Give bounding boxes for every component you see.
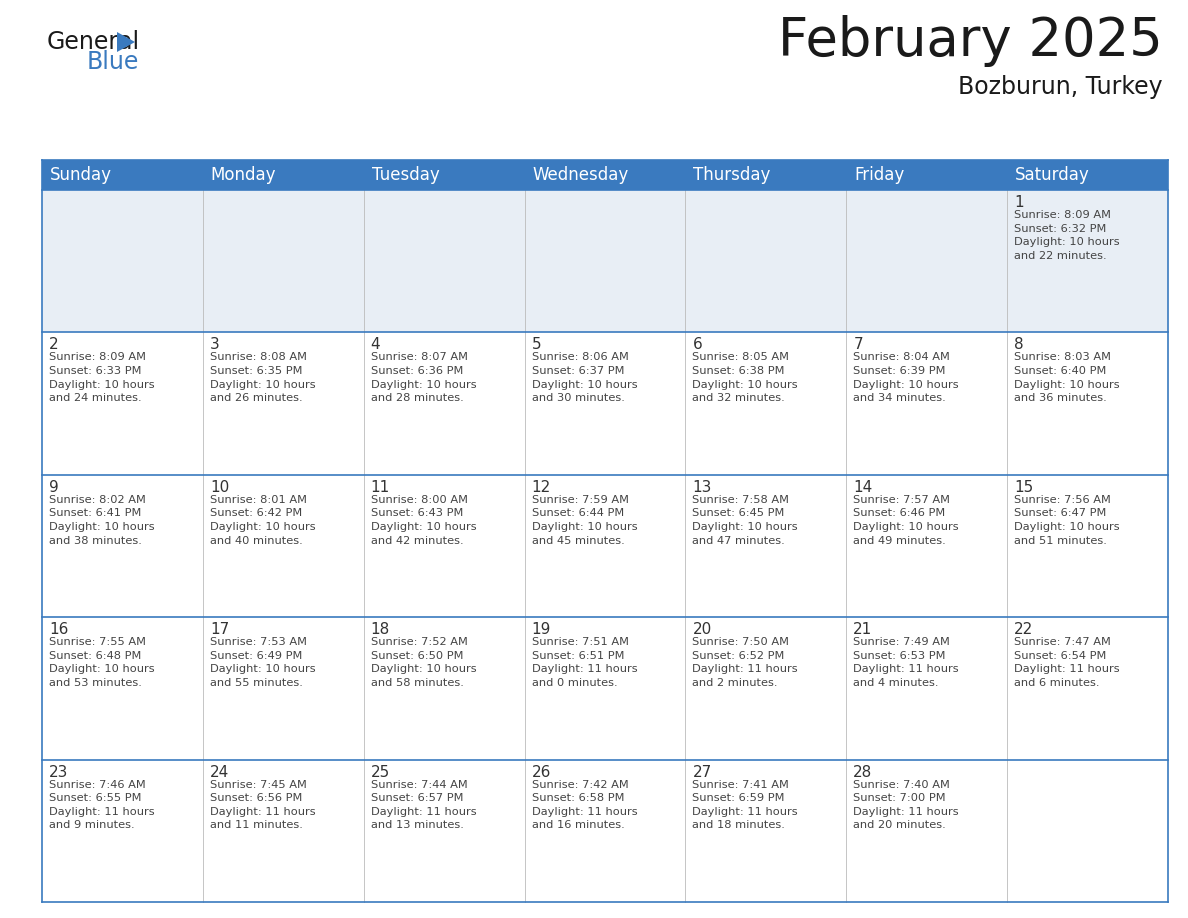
Text: Sunrise: 8:07 AM
Sunset: 6:36 PM
Daylight: 10 hours
and 28 minutes.: Sunrise: 8:07 AM Sunset: 6:36 PM Dayligh… bbox=[371, 353, 476, 403]
Text: Sunrise: 7:40 AM
Sunset: 7:00 PM
Daylight: 11 hours
and 20 minutes.: Sunrise: 7:40 AM Sunset: 7:00 PM Dayligh… bbox=[853, 779, 959, 831]
Text: Thursday: Thursday bbox=[694, 166, 771, 184]
Text: Sunrise: 7:52 AM
Sunset: 6:50 PM
Daylight: 10 hours
and 58 minutes.: Sunrise: 7:52 AM Sunset: 6:50 PM Dayligh… bbox=[371, 637, 476, 688]
Text: Sunrise: 8:09 AM
Sunset: 6:32 PM
Daylight: 10 hours
and 22 minutes.: Sunrise: 8:09 AM Sunset: 6:32 PM Dayligh… bbox=[1015, 210, 1120, 261]
Text: Sunrise: 8:01 AM
Sunset: 6:42 PM
Daylight: 10 hours
and 40 minutes.: Sunrise: 8:01 AM Sunset: 6:42 PM Dayligh… bbox=[210, 495, 316, 545]
Text: 1: 1 bbox=[1015, 195, 1024, 210]
Text: 4: 4 bbox=[371, 338, 380, 353]
Text: 13: 13 bbox=[693, 480, 712, 495]
Text: Wednesday: Wednesday bbox=[532, 166, 628, 184]
Text: 15: 15 bbox=[1015, 480, 1034, 495]
Text: 20: 20 bbox=[693, 622, 712, 637]
Text: 10: 10 bbox=[210, 480, 229, 495]
Text: 23: 23 bbox=[49, 765, 69, 779]
Text: General: General bbox=[48, 30, 140, 54]
Text: Sunrise: 7:58 AM
Sunset: 6:45 PM
Daylight: 10 hours
and 47 minutes.: Sunrise: 7:58 AM Sunset: 6:45 PM Dayligh… bbox=[693, 495, 798, 545]
Text: Tuesday: Tuesday bbox=[372, 166, 440, 184]
Text: Friday: Friday bbox=[854, 166, 904, 184]
Polygon shape bbox=[116, 32, 135, 52]
Text: Sunrise: 8:05 AM
Sunset: 6:38 PM
Daylight: 10 hours
and 32 minutes.: Sunrise: 8:05 AM Sunset: 6:38 PM Dayligh… bbox=[693, 353, 798, 403]
Text: 16: 16 bbox=[49, 622, 69, 637]
Text: Sunrise: 7:49 AM
Sunset: 6:53 PM
Daylight: 11 hours
and 4 minutes.: Sunrise: 7:49 AM Sunset: 6:53 PM Dayligh… bbox=[853, 637, 959, 688]
Text: Sunrise: 7:42 AM
Sunset: 6:58 PM
Daylight: 11 hours
and 16 minutes.: Sunrise: 7:42 AM Sunset: 6:58 PM Dayligh… bbox=[531, 779, 637, 831]
Text: 3: 3 bbox=[210, 338, 220, 353]
Text: 9: 9 bbox=[49, 480, 58, 495]
Text: 5: 5 bbox=[531, 338, 542, 353]
Text: 28: 28 bbox=[853, 765, 872, 779]
Text: 21: 21 bbox=[853, 622, 872, 637]
Text: Sunrise: 7:56 AM
Sunset: 6:47 PM
Daylight: 10 hours
and 51 minutes.: Sunrise: 7:56 AM Sunset: 6:47 PM Dayligh… bbox=[1015, 495, 1120, 545]
Text: 25: 25 bbox=[371, 765, 390, 779]
Text: 18: 18 bbox=[371, 622, 390, 637]
Text: Sunrise: 7:51 AM
Sunset: 6:51 PM
Daylight: 11 hours
and 0 minutes.: Sunrise: 7:51 AM Sunset: 6:51 PM Dayligh… bbox=[531, 637, 637, 688]
Text: Blue: Blue bbox=[87, 50, 139, 74]
Text: Sunrise: 7:50 AM
Sunset: 6:52 PM
Daylight: 11 hours
and 2 minutes.: Sunrise: 7:50 AM Sunset: 6:52 PM Dayligh… bbox=[693, 637, 798, 688]
Text: Sunrise: 8:09 AM
Sunset: 6:33 PM
Daylight: 10 hours
and 24 minutes.: Sunrise: 8:09 AM Sunset: 6:33 PM Dayligh… bbox=[49, 353, 154, 403]
Text: 11: 11 bbox=[371, 480, 390, 495]
Text: 26: 26 bbox=[531, 765, 551, 779]
Text: Sunrise: 7:41 AM
Sunset: 6:59 PM
Daylight: 11 hours
and 18 minutes.: Sunrise: 7:41 AM Sunset: 6:59 PM Dayligh… bbox=[693, 779, 798, 831]
Text: Sunrise: 8:00 AM
Sunset: 6:43 PM
Daylight: 10 hours
and 42 minutes.: Sunrise: 8:00 AM Sunset: 6:43 PM Dayligh… bbox=[371, 495, 476, 545]
Text: Sunrise: 8:08 AM
Sunset: 6:35 PM
Daylight: 10 hours
and 26 minutes.: Sunrise: 8:08 AM Sunset: 6:35 PM Dayligh… bbox=[210, 353, 316, 403]
Text: Bozburun, Turkey: Bozburun, Turkey bbox=[959, 75, 1163, 99]
Text: Sunrise: 7:59 AM
Sunset: 6:44 PM
Daylight: 10 hours
and 45 minutes.: Sunrise: 7:59 AM Sunset: 6:44 PM Dayligh… bbox=[531, 495, 637, 545]
Text: Sunrise: 8:03 AM
Sunset: 6:40 PM
Daylight: 10 hours
and 36 minutes.: Sunrise: 8:03 AM Sunset: 6:40 PM Dayligh… bbox=[1015, 353, 1120, 403]
Text: 14: 14 bbox=[853, 480, 872, 495]
Text: 27: 27 bbox=[693, 765, 712, 779]
Text: 6: 6 bbox=[693, 338, 702, 353]
Text: Sunrise: 7:47 AM
Sunset: 6:54 PM
Daylight: 11 hours
and 6 minutes.: Sunrise: 7:47 AM Sunset: 6:54 PM Dayligh… bbox=[1015, 637, 1120, 688]
Text: 2: 2 bbox=[49, 338, 58, 353]
Text: 22: 22 bbox=[1015, 622, 1034, 637]
Text: Sunrise: 7:55 AM
Sunset: 6:48 PM
Daylight: 10 hours
and 53 minutes.: Sunrise: 7:55 AM Sunset: 6:48 PM Dayligh… bbox=[49, 637, 154, 688]
Text: February 2025: February 2025 bbox=[778, 15, 1163, 67]
Text: Saturday: Saturday bbox=[1015, 166, 1089, 184]
Text: 17: 17 bbox=[210, 622, 229, 637]
Text: 12: 12 bbox=[531, 480, 551, 495]
Text: 24: 24 bbox=[210, 765, 229, 779]
Text: Sunrise: 8:06 AM
Sunset: 6:37 PM
Daylight: 10 hours
and 30 minutes.: Sunrise: 8:06 AM Sunset: 6:37 PM Dayligh… bbox=[531, 353, 637, 403]
Bar bbox=[42, 190, 1168, 332]
Text: Sunday: Sunday bbox=[50, 166, 112, 184]
Text: Monday: Monday bbox=[210, 166, 277, 184]
Text: Sunrise: 7:57 AM
Sunset: 6:46 PM
Daylight: 10 hours
and 49 minutes.: Sunrise: 7:57 AM Sunset: 6:46 PM Dayligh… bbox=[853, 495, 959, 545]
Text: Sunrise: 7:53 AM
Sunset: 6:49 PM
Daylight: 10 hours
and 55 minutes.: Sunrise: 7:53 AM Sunset: 6:49 PM Dayligh… bbox=[210, 637, 316, 688]
Text: 8: 8 bbox=[1015, 338, 1024, 353]
Text: Sunrise: 8:02 AM
Sunset: 6:41 PM
Daylight: 10 hours
and 38 minutes.: Sunrise: 8:02 AM Sunset: 6:41 PM Dayligh… bbox=[49, 495, 154, 545]
Text: 19: 19 bbox=[531, 622, 551, 637]
Text: 7: 7 bbox=[853, 338, 862, 353]
Text: Sunrise: 7:45 AM
Sunset: 6:56 PM
Daylight: 11 hours
and 11 minutes.: Sunrise: 7:45 AM Sunset: 6:56 PM Dayligh… bbox=[210, 779, 316, 831]
Text: Sunrise: 7:46 AM
Sunset: 6:55 PM
Daylight: 11 hours
and 9 minutes.: Sunrise: 7:46 AM Sunset: 6:55 PM Dayligh… bbox=[49, 779, 154, 831]
Bar bbox=[42, 160, 1168, 190]
Text: Sunrise: 8:04 AM
Sunset: 6:39 PM
Daylight: 10 hours
and 34 minutes.: Sunrise: 8:04 AM Sunset: 6:39 PM Dayligh… bbox=[853, 353, 959, 403]
Text: Sunrise: 7:44 AM
Sunset: 6:57 PM
Daylight: 11 hours
and 13 minutes.: Sunrise: 7:44 AM Sunset: 6:57 PM Dayligh… bbox=[371, 779, 476, 831]
